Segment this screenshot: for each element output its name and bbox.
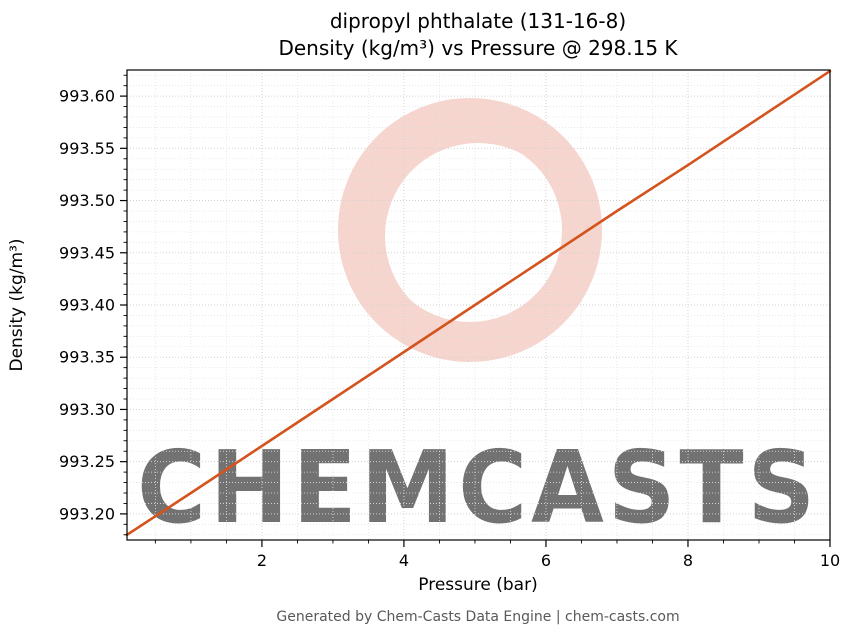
- x-tick-label: 4: [399, 551, 409, 570]
- y-tick-label: 993.40: [59, 296, 115, 315]
- watermark: CHEMCASTS: [137, 98, 819, 546]
- x-tick-label: 10: [820, 551, 840, 570]
- y-tick-label: 993.55: [59, 139, 115, 158]
- plot-area: 2 4 6 8 10 993.20 993.25 993.30 993.35 993.40 993.…: [59, 69, 840, 570]
- grid-minor: [127, 70, 830, 540]
- x-tick-label: 2: [257, 551, 267, 570]
- y-tick-label: 993.60: [59, 87, 115, 106]
- footer-credit: Generated by Chem-Casts Data Engine | ch…: [276, 609, 679, 625]
- data-series-line: [125, 69, 832, 537]
- watermark-text: CHEMCASTS: [137, 429, 819, 546]
- y-tick-label: 993.45: [59, 243, 115, 262]
- y-tick-label: 993.20: [59, 504, 115, 523]
- watermark-swirl-inner-icon: [363, 121, 593, 351]
- axis-ticks: 2 4 6 8 10 993.20 993.25 993.30 993.35 993.40 993.…: [59, 74, 840, 570]
- x-axis-label: Pressure (bar): [418, 575, 537, 595]
- x-tick-label: 6: [541, 551, 551, 570]
- y-tick-label: 993.30: [59, 400, 115, 419]
- chart-title-line1: dipropyl phthalate (131-16-8): [330, 9, 626, 33]
- x-tick-label: 8: [683, 551, 693, 570]
- y-axis-label: Density (kg/m³): [7, 238, 27, 371]
- y-tick-label: 993.50: [59, 191, 115, 210]
- y-tick-label: 993.25: [59, 452, 115, 471]
- chart-title-line2: Density (kg/m³) vs Pressure @ 298.15 K: [278, 36, 678, 60]
- y-tick-label: 993.35: [59, 348, 115, 367]
